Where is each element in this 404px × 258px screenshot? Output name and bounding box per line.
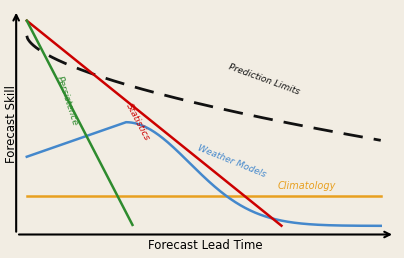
Text: Persistence: Persistence	[55, 75, 80, 127]
Text: Climatology: Climatology	[277, 181, 336, 191]
Text: Weather Models: Weather Models	[197, 143, 267, 179]
Text: Statistics: Statistics	[124, 102, 152, 142]
X-axis label: Forecast Lead Time: Forecast Lead Time	[148, 239, 263, 252]
Text: Prediction Limits: Prediction Limits	[227, 62, 301, 96]
Text: Forecast Skill: Forecast Skill	[5, 85, 19, 163]
